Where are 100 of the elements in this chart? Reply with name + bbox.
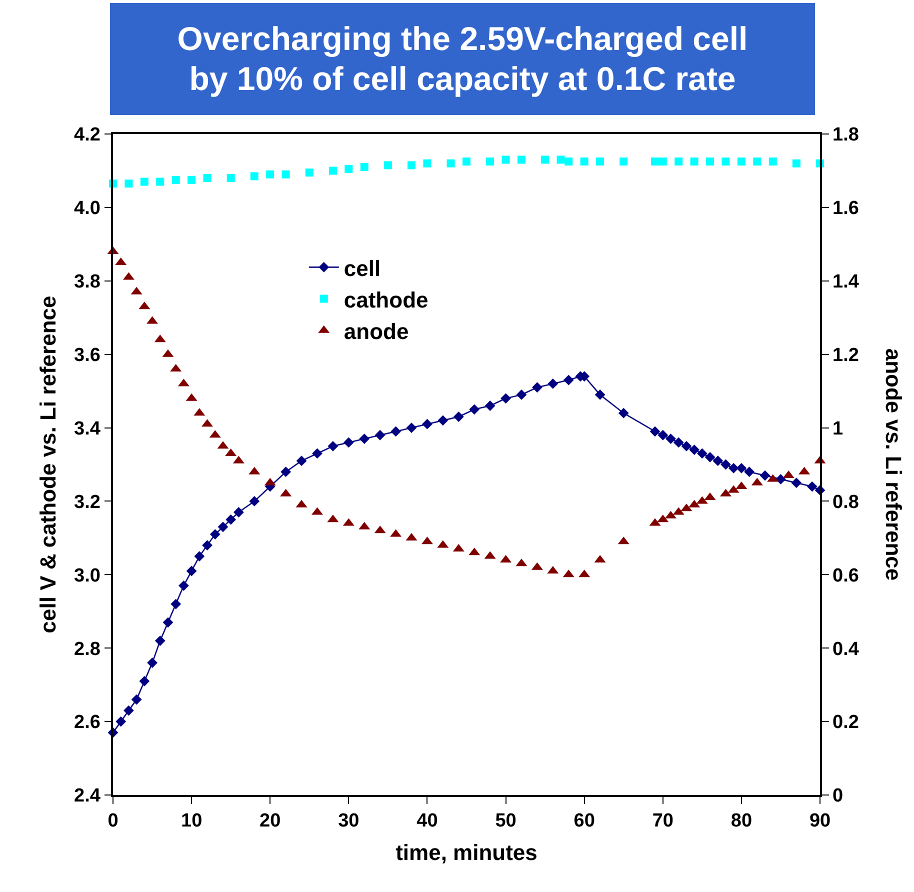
- point: [202, 540, 212, 550]
- point: [280, 466, 292, 478]
- point: [250, 172, 258, 180]
- point: [446, 159, 455, 168]
- point: [124, 180, 133, 188]
- legend-label: anode: [344, 318, 409, 344]
- point: [791, 478, 802, 488]
- point: [753, 158, 762, 166]
- x-axis-title: time, minutes: [396, 840, 538, 865]
- point: [469, 404, 480, 415]
- point: [226, 174, 235, 182]
- y-tick-label: 3.0: [74, 565, 100, 586]
- x-tick-label: 0: [108, 810, 118, 832]
- point: [706, 158, 714, 166]
- y-tick-label: 3.8: [74, 272, 100, 293]
- y-tick-label: 2.4: [74, 786, 101, 807]
- y-tick-label: 2.8: [74, 638, 100, 660]
- x-tick-label: 10: [180, 810, 202, 832]
- y2-tick-label: 1.4: [832, 272, 860, 293]
- point: [620, 158, 628, 166]
- point: [563, 374, 574, 386]
- point: [502, 156, 510, 164]
- y-tick-label: 2.6: [74, 712, 100, 734]
- point: [548, 378, 558, 389]
- point: [282, 170, 290, 178]
- point: [516, 390, 527, 400]
- point: [408, 161, 416, 170]
- point: [651, 158, 660, 166]
- chart-title: Overcharging the 2.59V-charged cell by 10% of cell capacity at 0.1C rate: [110, 3, 815, 115]
- point: [596, 158, 604, 166]
- point: [658, 158, 667, 166]
- point: [172, 176, 180, 184]
- y2-tick-label: 1.6: [832, 198, 859, 220]
- point: [344, 164, 353, 173]
- y2-tick-label: 0.4: [832, 638, 860, 660]
- x-tick-label: 20: [260, 810, 281, 832]
- y2-tick-label: 1.2: [832, 344, 859, 366]
- point: [689, 444, 700, 456]
- y2-tick-label: 0.8: [832, 492, 859, 513]
- point: [532, 382, 542, 393]
- point: [359, 434, 370, 444]
- point: [422, 418, 432, 430]
- point: [462, 158, 470, 166]
- y-tick-label: 4.0: [74, 198, 100, 220]
- point: [305, 168, 314, 177]
- point: [580, 158, 588, 166]
- point: [233, 507, 244, 518]
- point: [226, 514, 236, 525]
- point: [806, 481, 818, 492]
- point: [328, 440, 338, 452]
- point: [156, 178, 164, 186]
- point: [722, 158, 730, 166]
- point: [154, 636, 166, 646]
- point: [704, 452, 716, 462]
- point: [453, 412, 464, 422]
- point: [296, 456, 307, 466]
- point: [343, 437, 354, 448]
- point: [737, 158, 746, 166]
- x-tick-label: 40: [416, 810, 438, 832]
- x-tick-label: 30: [338, 810, 360, 832]
- point: [556, 156, 565, 164]
- point: [266, 170, 274, 178]
- point: [484, 400, 496, 411]
- point: [210, 529, 220, 540]
- point: [131, 694, 142, 705]
- y-tick-label: 3.4: [74, 418, 101, 440]
- point: [140, 178, 148, 186]
- point: [517, 156, 526, 164]
- point: [423, 159, 432, 168]
- point: [650, 426, 660, 437]
- point: [618, 408, 629, 418]
- x-tick-label: 80: [730, 810, 752, 832]
- legend-label: cell: [344, 256, 381, 281]
- point: [792, 159, 800, 168]
- y2-tick-label: 0: [832, 786, 844, 807]
- x-tick-label: 90: [809, 810, 831, 832]
- y2-tick-label: 1.8: [832, 124, 859, 146]
- y-tick-label: 4.2: [74, 124, 100, 146]
- point: [390, 426, 401, 437]
- y2-tick-label: 1: [832, 418, 844, 440]
- x-tick-label: 70: [652, 810, 674, 832]
- point: [178, 580, 189, 591]
- point: [162, 617, 174, 628]
- point: [438, 415, 448, 426]
- y-axis-title: cell V & cathode vs. Li reference: [35, 296, 60, 634]
- point: [776, 474, 786, 484]
- point: [249, 496, 260, 506]
- point: [139, 676, 150, 686]
- point: [673, 437, 684, 448]
- y2-axis-title: anode vs. Li reference: [880, 348, 906, 581]
- point: [194, 551, 205, 562]
- point: [406, 422, 417, 433]
- point: [374, 430, 386, 440]
- point: [666, 434, 676, 444]
- legend-label: cathode: [344, 287, 428, 312]
- point: [500, 393, 511, 404]
- point: [690, 158, 698, 166]
- y2-tick-label: 0.2: [832, 712, 859, 734]
- point: [188, 176, 196, 184]
- point: [768, 158, 777, 166]
